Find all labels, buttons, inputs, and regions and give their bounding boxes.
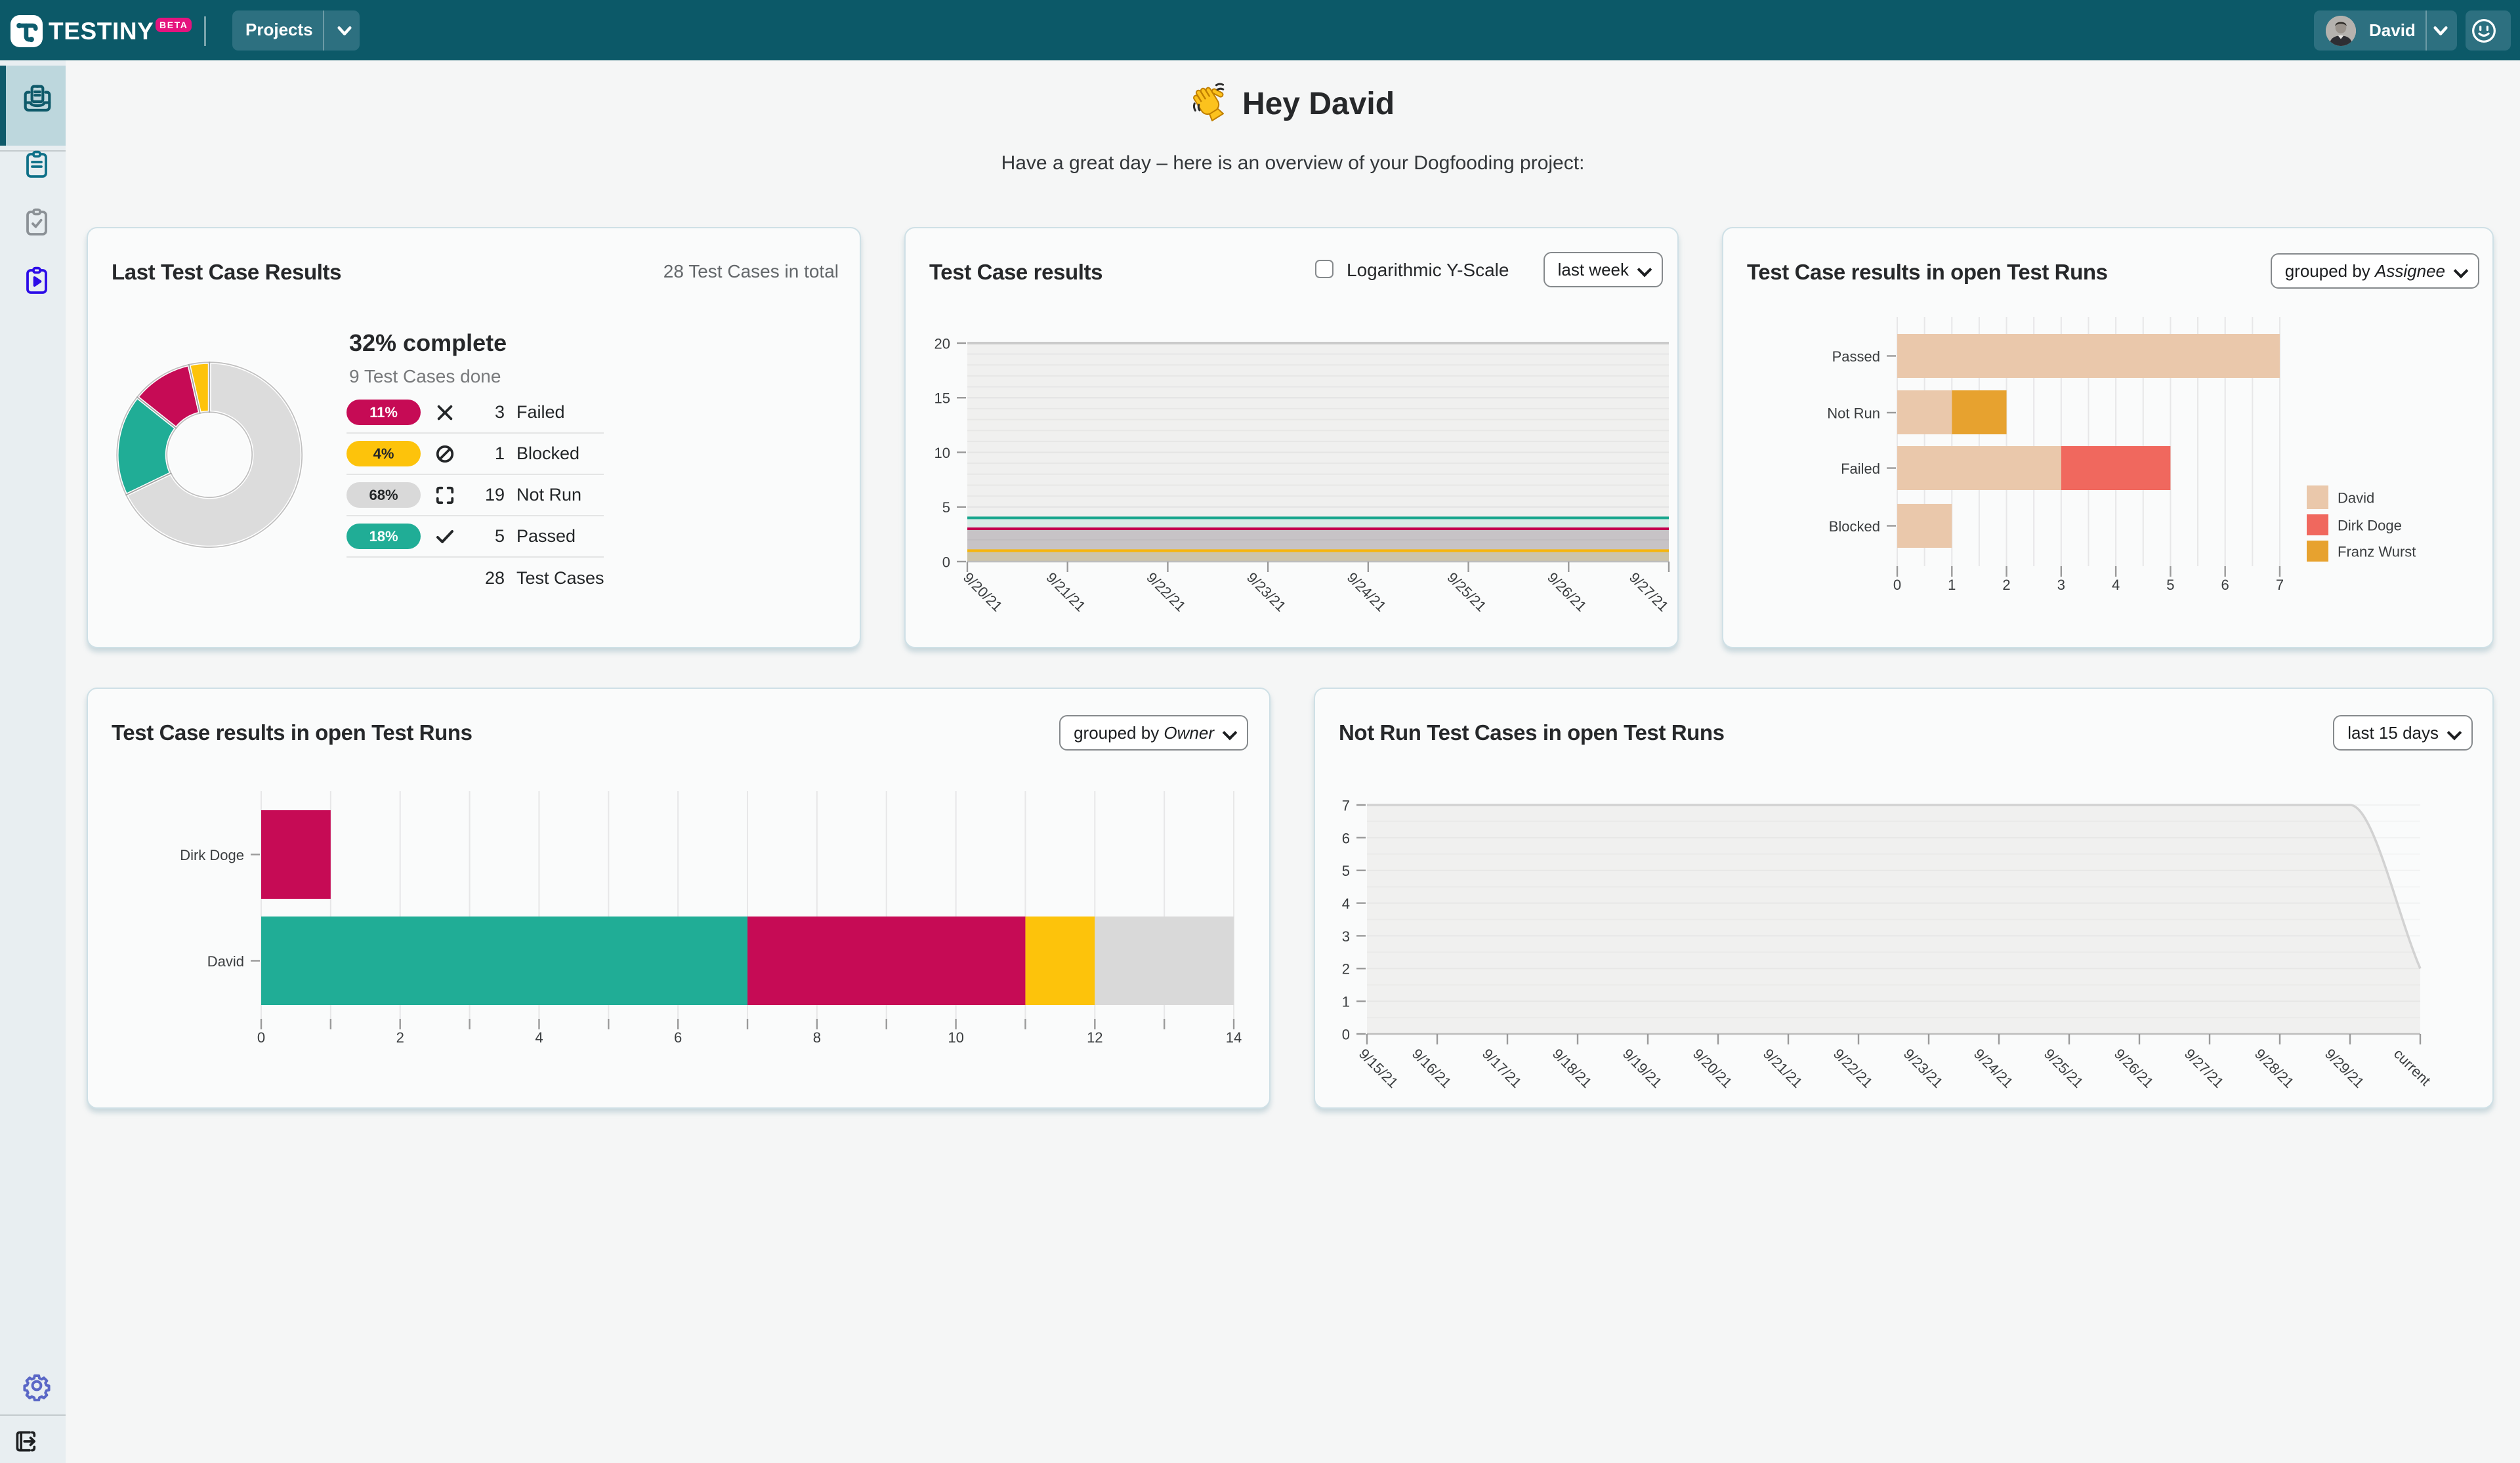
svg-text:20: 20	[934, 335, 950, 352]
svg-text:9/15/21: 9/15/21	[1356, 1046, 1402, 1092]
svg-text:9/27/21: 9/27/21	[1626, 569, 1672, 615]
svg-text:1: 1	[1342, 994, 1350, 1010]
svg-text:2: 2	[2002, 577, 2010, 593]
svg-text:9/24/21: 9/24/21	[1971, 1046, 2017, 1092]
svg-text:9/22/21: 9/22/21	[1143, 569, 1189, 615]
svg-text:9/25/21: 9/25/21	[1444, 569, 1490, 615]
svg-text:5: 5	[2166, 577, 2174, 593]
svg-text:9/17/21: 9/17/21	[1479, 1046, 1525, 1092]
svg-text:7: 7	[1342, 797, 1350, 814]
svg-text:10: 10	[948, 1029, 963, 1046]
svg-text:0: 0	[257, 1029, 265, 1046]
svg-text:Not Run: Not Run	[1827, 405, 1880, 421]
svg-text:7: 7	[2276, 577, 2284, 593]
svg-text:6: 6	[2221, 577, 2229, 593]
svg-text:4: 4	[535, 1029, 543, 1046]
svg-text:2: 2	[1342, 961, 1350, 978]
svg-text:9/23/21: 9/23/21	[1244, 569, 1290, 615]
svg-text:Franz Wurst: Franz Wurst	[2338, 543, 2416, 560]
svg-text:9/20/21: 9/20/21	[960, 569, 1006, 615]
svg-text:0: 0	[1893, 577, 1901, 593]
svg-text:4: 4	[1342, 896, 1350, 912]
svg-text:12: 12	[1087, 1029, 1102, 1046]
svg-text:Dirk Doge: Dirk Doge	[180, 847, 244, 863]
svg-text:1: 1	[1948, 577, 1956, 593]
svg-text:6: 6	[1342, 830, 1350, 846]
svg-text:8: 8	[813, 1029, 821, 1046]
svg-text:9/18/21: 9/18/21	[1549, 1046, 1595, 1092]
svg-text:9/21/21: 9/21/21	[1043, 569, 1089, 615]
svg-text:3: 3	[2057, 577, 2065, 593]
svg-text:15: 15	[934, 390, 950, 407]
svg-text:9/26/21: 9/26/21	[2111, 1046, 2157, 1092]
svg-text:Blocked: Blocked	[1829, 518, 1880, 535]
svg-text:0: 0	[942, 554, 950, 570]
svg-text:5: 5	[1342, 863, 1350, 879]
svg-text:10: 10	[934, 445, 950, 461]
svg-text:9/23/21: 9/23/21	[1900, 1046, 1946, 1092]
svg-text:David: David	[2338, 489, 2374, 506]
svg-text:Dirk Doge: Dirk Doge	[2338, 517, 2402, 533]
svg-text:9/24/21: 9/24/21	[1344, 569, 1390, 615]
svg-text:14: 14	[1226, 1029, 1242, 1046]
svg-text:9/20/21: 9/20/21	[1690, 1046, 1736, 1092]
svg-text:Passed: Passed	[1832, 348, 1880, 365]
svg-text:0: 0	[1342, 1026, 1350, 1042]
svg-text:3: 3	[1342, 928, 1350, 945]
svg-text:4: 4	[2112, 577, 2120, 593]
svg-text:9/27/21: 9/27/21	[2181, 1046, 2227, 1092]
svg-text:2: 2	[396, 1029, 404, 1046]
svg-text:David: David	[207, 953, 244, 970]
svg-text:6: 6	[674, 1029, 682, 1046]
svg-text:9/26/21: 9/26/21	[1544, 569, 1590, 615]
svg-text:9/22/21: 9/22/21	[1830, 1046, 1876, 1092]
svg-text:9/28/21: 9/28/21	[2252, 1046, 2298, 1092]
svg-text:current: current	[2391, 1046, 2434, 1089]
svg-text:9/25/21: 9/25/21	[2041, 1046, 2087, 1092]
svg-text:5: 5	[942, 499, 950, 516]
svg-text:9/16/21: 9/16/21	[1409, 1046, 1455, 1092]
svg-text:Failed: Failed	[1841, 461, 1880, 477]
svg-text:9/29/21: 9/29/21	[2322, 1046, 2368, 1092]
svg-text:9/21/21: 9/21/21	[1760, 1046, 1806, 1092]
svg-text:9/19/21: 9/19/21	[1620, 1046, 1666, 1092]
